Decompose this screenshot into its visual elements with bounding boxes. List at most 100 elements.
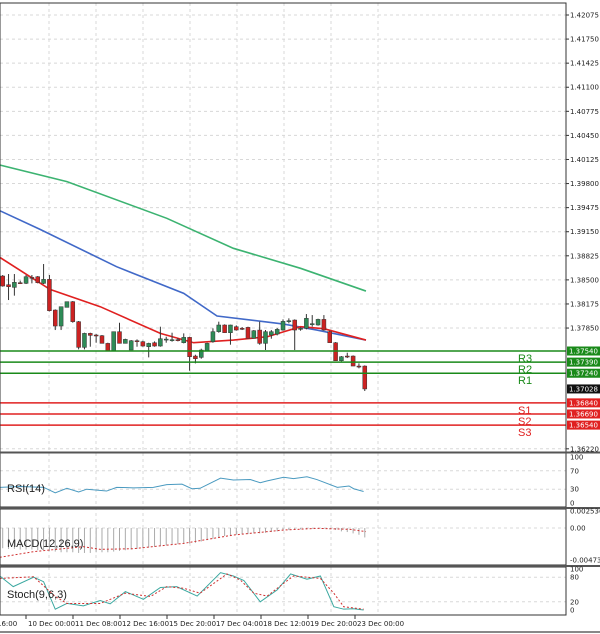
candle-bearish bbox=[93, 334, 99, 337]
price-label: 1.38500 bbox=[570, 276, 599, 284]
moving-average-line-1 bbox=[0, 164, 367, 292]
candle-bearish bbox=[99, 335, 105, 344]
candle-bearish bbox=[88, 333, 93, 336]
candle-bullish bbox=[228, 324, 233, 333]
candle-bearish bbox=[292, 319, 297, 331]
candle-bullish bbox=[41, 279, 46, 284]
rsi-panel[interactable] bbox=[0, 476, 364, 494]
stoch-tick-label: 80 bbox=[570, 574, 579, 582]
macd-tick-label: -0.004736 bbox=[570, 556, 600, 564]
candle-bearish bbox=[152, 342, 157, 347]
macd-signal-line bbox=[0, 527, 367, 558]
macd-label: MACD(12,26,9) bbox=[7, 538, 83, 550]
candle-bullish bbox=[251, 330, 257, 339]
panel-frame bbox=[0, 2, 567, 453]
candle-bullish bbox=[82, 333, 87, 348]
candle-bearish bbox=[327, 331, 332, 343]
candle-bullish bbox=[309, 323, 315, 325]
price-label: 1.39150 bbox=[570, 228, 599, 236]
candle-bearish bbox=[35, 276, 40, 283]
price-label: 1.39800 bbox=[570, 180, 599, 188]
candle-bearish bbox=[222, 324, 227, 333]
rsi-tick-label: 100 bbox=[570, 454, 583, 462]
price-label: 1.42075 bbox=[570, 12, 599, 20]
rsi-tick-label: 70 bbox=[570, 467, 579, 475]
candle-bearish bbox=[29, 277, 35, 279]
candle-bullish bbox=[12, 282, 17, 288]
level-value: 1.37240 bbox=[569, 370, 598, 378]
candle-bearish bbox=[356, 365, 362, 368]
candle-bearish bbox=[76, 321, 81, 348]
candle-bullish bbox=[269, 331, 274, 336]
stoch-tick-label: 0 bbox=[570, 607, 574, 615]
level-badge bbox=[567, 368, 600, 378]
stoch-tick-label: 100 bbox=[570, 566, 583, 574]
current-price-value: 1.37028 bbox=[569, 385, 598, 393]
candle-bullish bbox=[204, 343, 210, 351]
grid bbox=[0, 3, 566, 615]
candle-bullish bbox=[315, 319, 321, 326]
candle-bearish bbox=[47, 279, 52, 311]
candle-bearish bbox=[175, 339, 181, 341]
candle-bullish bbox=[58, 306, 64, 327]
candle-bearish bbox=[345, 355, 350, 358]
price-label: 1.40125 bbox=[570, 156, 599, 164]
time-label: 16:00 bbox=[0, 620, 17, 628]
macd-tick-label: 0.00 bbox=[570, 525, 586, 533]
candle-bearish bbox=[6, 284, 11, 287]
candle-bearish bbox=[105, 343, 111, 351]
candle-bearish bbox=[234, 326, 239, 331]
candle-bearish bbox=[117, 331, 122, 344]
candle-bullish bbox=[216, 324, 222, 332]
candle-bullish bbox=[64, 301, 70, 308]
macd-panel[interactable] bbox=[0, 527, 367, 558]
price-label: 1.41425 bbox=[570, 60, 599, 68]
candle-bearish bbox=[257, 329, 262, 344]
candle-bullish bbox=[128, 340, 134, 351]
candle-bearish bbox=[321, 319, 327, 331]
level-value: 1.36540 bbox=[569, 422, 598, 430]
price-label: 1.38825 bbox=[570, 252, 599, 260]
candle-bullish bbox=[199, 349, 204, 358]
candle-bullish bbox=[111, 331, 116, 351]
candle-bullish bbox=[181, 337, 186, 343]
level-label-r1: R1 bbox=[518, 375, 532, 387]
candle-bullish bbox=[280, 321, 286, 331]
candle-bearish bbox=[350, 355, 356, 367]
macd-tick-label: 0.002536 bbox=[570, 507, 600, 515]
time-label: 23 Dec 00:00 bbox=[357, 620, 404, 628]
stoch-main-line bbox=[0, 572, 364, 611]
candle-bullish bbox=[146, 343, 151, 347]
price-label: 1.39475 bbox=[570, 204, 599, 212]
moving-average-line-2 bbox=[0, 209, 367, 341]
candle-bearish bbox=[53, 309, 58, 327]
price-label: 1.36220 bbox=[570, 445, 599, 453]
price-label: 1.41100 bbox=[570, 84, 599, 92]
candle-bullish bbox=[169, 339, 175, 341]
time-label: 17 Dec 04:00 bbox=[216, 620, 263, 628]
candle-bearish bbox=[362, 365, 368, 390]
rsi-tick-label: 30 bbox=[570, 486, 579, 494]
price-label: 1.38175 bbox=[570, 300, 599, 308]
stoch-panel[interactable] bbox=[0, 572, 364, 611]
candle-bullish bbox=[163, 338, 169, 341]
candle-bearish bbox=[134, 340, 140, 342]
candle-bearish bbox=[140, 341, 146, 347]
time-label: 19 Dec 20:00 bbox=[310, 620, 357, 628]
level-value: 1.36690 bbox=[569, 410, 598, 418]
candle-bearish bbox=[239, 328, 245, 330]
level-value: 1.37390 bbox=[569, 359, 598, 367]
price-label: 1.41750 bbox=[570, 36, 599, 44]
candle-bullish bbox=[298, 328, 303, 330]
time-label: 10 Dec 00:00 bbox=[28, 620, 75, 628]
current-price-badge bbox=[567, 384, 600, 394]
rsi-line bbox=[0, 476, 364, 494]
stoch-label: Stoch(9,6,3) bbox=[7, 589, 67, 601]
candle-bullish bbox=[274, 329, 280, 335]
candle-bearish bbox=[245, 327, 251, 339]
time-label: 11 Dec 08:00 bbox=[75, 620, 122, 628]
level-badge bbox=[567, 398, 600, 408]
